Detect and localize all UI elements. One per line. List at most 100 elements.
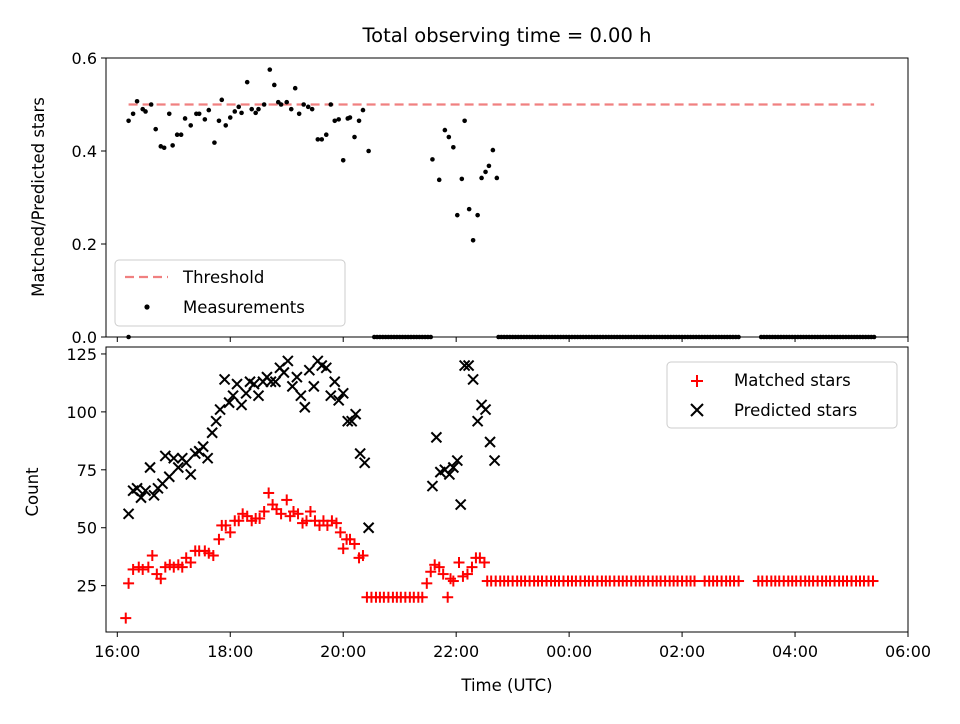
- measurement-point: [332, 118, 338, 124]
- measurement-point: [261, 102, 267, 107]
- x-tick-label: 04:00: [772, 642, 818, 661]
- predicted-star-point: [172, 461, 185, 474]
- measurement-point: [296, 111, 302, 117]
- predicted-star-point: [265, 376, 277, 388]
- measurement-point: [126, 118, 131, 124]
- measurement-point: [232, 109, 238, 114]
- matched-star-point: [330, 517, 342, 529]
- measurement-point: [212, 140, 217, 145]
- measurement-point: [490, 147, 496, 153]
- predicted-star-point: [235, 399, 248, 411]
- predicted-star-point: [325, 389, 337, 402]
- predicted-star-point: [180, 457, 192, 469]
- measurement-point: [459, 176, 465, 182]
- measurement-point: [454, 212, 460, 218]
- predicted-star-point: [210, 415, 222, 427]
- measurement-point: [323, 132, 329, 138]
- measurement-point: [219, 97, 225, 103]
- top-legend-box: [114, 259, 346, 327]
- top-plot-area: 0.0 0.2 0.4 0.6: [72, 49, 909, 347]
- matched-star-point: [233, 515, 245, 527]
- measurement-point: [442, 127, 448, 133]
- matched-star-point: [292, 508, 304, 520]
- measurement-point: [462, 118, 467, 124]
- predicted-star-point: [484, 436, 496, 448]
- measurement-point: [206, 107, 212, 113]
- measurement-point: [239, 110, 244, 116]
- measurement-point: [249, 106, 255, 112]
- predicted-star-point: [163, 471, 175, 483]
- measurement-point: [347, 115, 353, 120]
- predicted-star-point: [320, 362, 332, 374]
- predicted-star-point: [286, 380, 299, 393]
- measurement-point: [244, 79, 250, 85]
- measurement-point: [278, 102, 284, 107]
- top-y-tick-label: 0.2: [72, 235, 97, 254]
- measurement-point: [430, 157, 435, 162]
- measurement-point: [188, 123, 194, 128]
- predicted-star-point: [354, 447, 366, 460]
- legend-measurements-label: Measurements: [183, 298, 305, 317]
- matched-star-point: [349, 538, 361, 550]
- measurement-point: [256, 106, 261, 112]
- top-y-tick-label: 0.6: [72, 49, 97, 68]
- matched-star-point: [254, 512, 266, 524]
- matched-star-point: [416, 591, 428, 603]
- matched-star-point: [733, 575, 745, 587]
- matched-star-point: [176, 561, 188, 573]
- measurement-point: [315, 137, 321, 142]
- bottom-y-tick-label: 50: [77, 519, 97, 538]
- matched-star-point: [433, 561, 445, 573]
- measurement-point: [148, 102, 154, 107]
- measurement-point: [223, 123, 229, 128]
- matched-star-point: [142, 561, 154, 573]
- measurement-point: [170, 143, 175, 148]
- matched-star-point: [155, 573, 167, 585]
- matched-star-point: [120, 612, 132, 624]
- measurement-point: [483, 169, 488, 175]
- predicted-star-point: [252, 389, 265, 402]
- measurement-point: [153, 126, 159, 132]
- top-y-tick-label: 0.0: [72, 328, 97, 347]
- predicted-star-point: [291, 371, 303, 383]
- matched-star-point: [224, 526, 236, 538]
- matched-star-point: [146, 550, 158, 562]
- predicted-star-point: [139, 484, 152, 497]
- measurement-point: [161, 145, 167, 151]
- measurement-point: [272, 82, 277, 88]
- predicted-star-point: [299, 401, 311, 413]
- measurement-point: [446, 134, 452, 140]
- predicted-star-point: [430, 431, 443, 444]
- measurement-point: [309, 106, 315, 112]
- measurement-point: [436, 177, 442, 183]
- predicted-star-point: [471, 415, 484, 427]
- top-chart-title: Total observing time = 0.00 h: [362, 24, 652, 47]
- measurement-point: [267, 67, 273, 72]
- measurement-point: [494, 175, 500, 181]
- top-axes-frame: [105, 57, 909, 338]
- matched-star-point: [461, 568, 473, 580]
- predicted-star-point: [135, 491, 147, 504]
- x-tick-label: 16:00: [94, 642, 140, 661]
- measurement-point: [486, 163, 492, 169]
- matched-star-point: [689, 575, 701, 587]
- predicted-star-point: [337, 387, 349, 400]
- predicted-star-point: [332, 394, 345, 406]
- matched-star-point: [337, 543, 349, 555]
- bottom-plot-area: 25 50 75 100 125 16:00 18:00 20:00 22:00 00:00 02:…: [66, 345, 931, 661]
- matched-star-point: [437, 568, 449, 580]
- matched-star-point: [275, 508, 287, 520]
- predicted-star-point: [185, 468, 197, 481]
- legend-matched-label: Matched stars: [734, 371, 851, 390]
- measurement-point: [360, 107, 366, 113]
- predicted-star-point: [269, 376, 282, 388]
- predicted-star-point: [303, 364, 316, 376]
- predicted-star-point: [308, 380, 320, 393]
- measurement-point: [328, 102, 334, 107]
- predicted-star-point: [148, 489, 160, 501]
- x-tick-label: 00:00: [546, 642, 592, 661]
- predicted-star-point: [282, 355, 294, 367]
- matched-star-point: [123, 577, 135, 589]
- measurement-point: [196, 111, 202, 117]
